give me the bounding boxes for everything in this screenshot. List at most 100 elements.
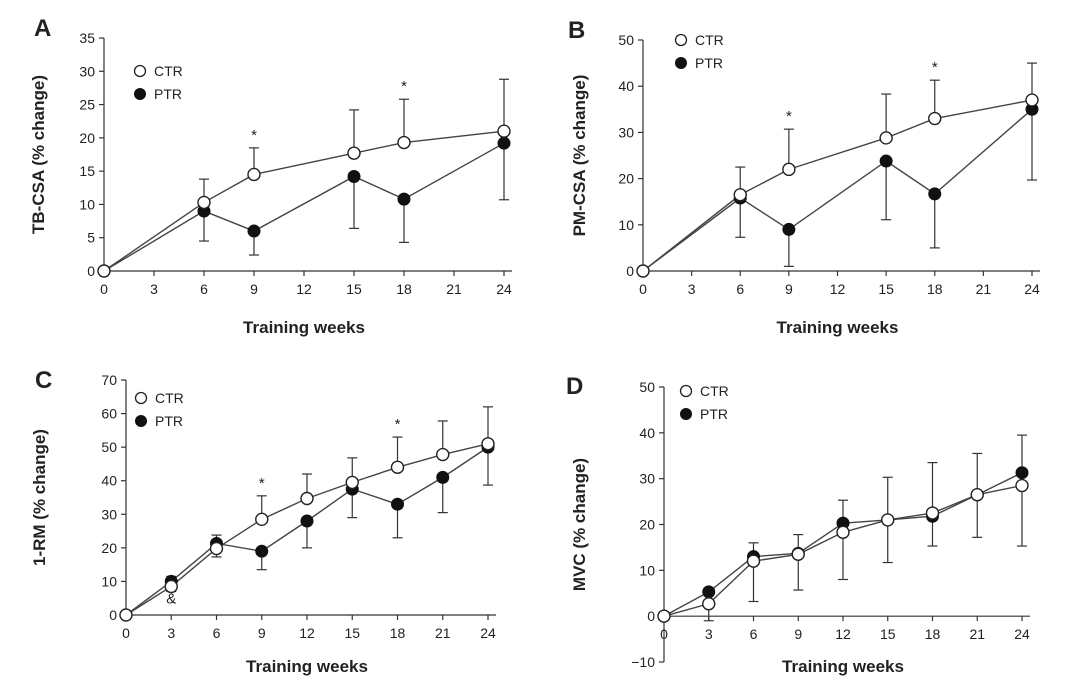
panel-c-xtick-label: 3 bbox=[167, 625, 175, 641]
panel-d-ctr-point bbox=[925, 506, 940, 520]
panel-c-ctr-point bbox=[300, 491, 314, 506]
panel-b-legend-ptr-marker bbox=[675, 57, 687, 69]
panel-c-significance-marker: * bbox=[259, 475, 265, 492]
panel-b: B 0 10 20 30 40 50 0 3 6 9 12 15 18 21 24 Training weeks… bbox=[568, 17, 1040, 337]
panel-a-ctr-point bbox=[97, 264, 111, 278]
panel-c-ctr-point bbox=[119, 608, 133, 622]
panel-a-legend: CTR PTR bbox=[133, 63, 183, 102]
panel-b-ptr-point bbox=[879, 154, 893, 168]
panel-a-ptr-point bbox=[497, 136, 511, 150]
panel-b-ctr-point bbox=[636, 264, 650, 278]
panel-d-ctr-point bbox=[881, 513, 895, 527]
panel-b-xtick-label: 12 bbox=[830, 281, 846, 297]
panel-b-xtick-label: 0 bbox=[639, 281, 647, 297]
panel-a-ytick-label: 10 bbox=[79, 196, 95, 212]
panel-c-legend: CTR PTR bbox=[134, 390, 184, 429]
panel-a-ytick-label: 35 bbox=[79, 30, 95, 46]
panel-a-ctr-point bbox=[347, 146, 361, 160]
panel-c-ctr-point bbox=[255, 512, 269, 527]
panel-d-x-axis-title: Training weeks bbox=[782, 657, 904, 676]
panel-b-ctr-point bbox=[879, 131, 893, 145]
panel-c-ytick-label: 70 bbox=[101, 372, 117, 388]
panel-a-xtick-label: 6 bbox=[200, 281, 208, 297]
panel-d-legend-ctr-marker bbox=[679, 384, 693, 398]
panel-b-ytick-label: 10 bbox=[618, 217, 634, 233]
panel-b-significance-marker: * bbox=[786, 108, 792, 125]
panel-c-ctr-point bbox=[345, 475, 359, 490]
panel-a-xtick-label: 3 bbox=[150, 281, 158, 297]
panel-d-ctr-point bbox=[1015, 478, 1029, 493]
panel-b-legend-ctr-marker bbox=[674, 33, 688, 47]
panel-b-ptr-point bbox=[928, 187, 942, 201]
panel-a-xtick-label: 18 bbox=[396, 281, 412, 297]
panel-b-xtick-label: 3 bbox=[688, 281, 696, 297]
panel-d-ctr-point bbox=[970, 488, 984, 502]
panel-d-legend-ctr-label: CTR bbox=[700, 383, 729, 399]
panel-d-xtick-label: 24 bbox=[1014, 626, 1030, 642]
panel-b-legend: CTR PTR bbox=[674, 32, 724, 71]
panel-a-xtick-label: 12 bbox=[296, 281, 312, 297]
panel-c-xtick-label: 6 bbox=[213, 625, 221, 641]
panel-c-ctr-point bbox=[209, 541, 224, 556]
panel-b-legend-ptr-label: PTR bbox=[695, 55, 723, 71]
panel-c-ctr-point bbox=[390, 460, 405, 474]
panel-d-xtick-label: 6 bbox=[750, 626, 758, 642]
panel-b-ctr-point bbox=[928, 111, 942, 126]
panel-a-legend-ptr-label: PTR bbox=[154, 86, 182, 102]
panel-c-ctr-point bbox=[481, 437, 495, 451]
panel-c-legend-ptr-marker bbox=[135, 415, 147, 427]
panel-c-significance-marker: & bbox=[166, 590, 176, 607]
panel-a-significance-marker: * bbox=[401, 78, 407, 95]
panel-d-ytick-label: 30 bbox=[639, 471, 655, 487]
panel-a-ytick-label: 25 bbox=[79, 97, 95, 113]
panel-d-ytick-label: 50 bbox=[639, 379, 655, 395]
panel-d: D −10 0 10 20 30 40 50 0 3 6 9 12 15 18 21 24 Training we… bbox=[566, 373, 1030, 676]
panel-a-ctr-point bbox=[197, 195, 211, 210]
panel-b-significance-marker: * bbox=[932, 59, 938, 76]
panel-a-xtick-label: 0 bbox=[100, 281, 108, 297]
panel-c-xtick-label: 0 bbox=[122, 625, 130, 641]
panel-b-letter: B bbox=[568, 17, 585, 44]
panel-b-xtick-label: 18 bbox=[927, 281, 943, 297]
panel-b-ytick-label: 50 bbox=[618, 32, 634, 48]
panel-c-ctr-point bbox=[164, 579, 178, 594]
panel-d-legend-ptr-marker bbox=[680, 408, 692, 420]
panel-d-xtick-label: 0 bbox=[660, 626, 668, 642]
panel-c-ytick-label: 30 bbox=[101, 506, 117, 522]
panel-a-ytick-label: 20 bbox=[79, 130, 95, 146]
panel-d-ytick-label: 0 bbox=[647, 608, 655, 624]
panel-a-ytick-label: 0 bbox=[87, 263, 95, 279]
panel-a-letter: A bbox=[34, 15, 51, 42]
panel-d-ptr-point bbox=[1015, 466, 1029, 480]
panel-c-xtick-label: 15 bbox=[344, 625, 360, 641]
panel-d-y-axis-title: MVC (% change) bbox=[570, 458, 589, 591]
panel-a-y-axis-title: TB-CSA (% change) bbox=[29, 75, 48, 234]
panel-a: A 0 5 10 15 20 25 30 35 0 3 6 9 12 15 18 21 24 Training we… bbox=[29, 15, 512, 337]
panel-b-ytick-label: 30 bbox=[618, 124, 634, 140]
panel-b-ctr-point bbox=[782, 162, 796, 177]
panel-c-x-axis-title: Training weeks bbox=[246, 657, 368, 676]
panel-d-letter: D bbox=[566, 373, 583, 400]
panel-d-xtick-label: 18 bbox=[925, 626, 941, 642]
panel-a-legend-ctr-label: CTR bbox=[154, 63, 183, 79]
panel-b-xtick-label: 24 bbox=[1024, 281, 1040, 297]
panel-a-ptr-point bbox=[347, 169, 361, 183]
panel-d-xtick-label: 12 bbox=[835, 626, 851, 642]
panel-a-x-axis-title: Training weeks bbox=[243, 318, 365, 337]
panel-b-ytick-label: 20 bbox=[618, 171, 634, 187]
panel-c-legend-ctr-label: CTR bbox=[155, 390, 184, 406]
panel-c-ptr-point bbox=[436, 470, 450, 484]
panel-c-ptr-point bbox=[391, 497, 404, 511]
panel-d-xtick-label: 15 bbox=[880, 626, 896, 642]
panel-a-ctr-line bbox=[103, 130, 505, 272]
panel-a-ytick-label: 5 bbox=[87, 230, 95, 246]
panel-c-ytick-label: 40 bbox=[101, 473, 117, 489]
panel-b-ytick-label: 0 bbox=[626, 263, 634, 279]
panel-d-ytick-label: −10 bbox=[631, 654, 655, 670]
panel-a-xtick-label: 21 bbox=[446, 281, 462, 297]
panel-c-significance-marker: * bbox=[395, 416, 401, 433]
panel-a-xtick-label: 24 bbox=[496, 281, 512, 297]
panel-a-significance-marker: * bbox=[251, 127, 257, 144]
panel-c-legend-ctr-marker bbox=[134, 391, 148, 405]
